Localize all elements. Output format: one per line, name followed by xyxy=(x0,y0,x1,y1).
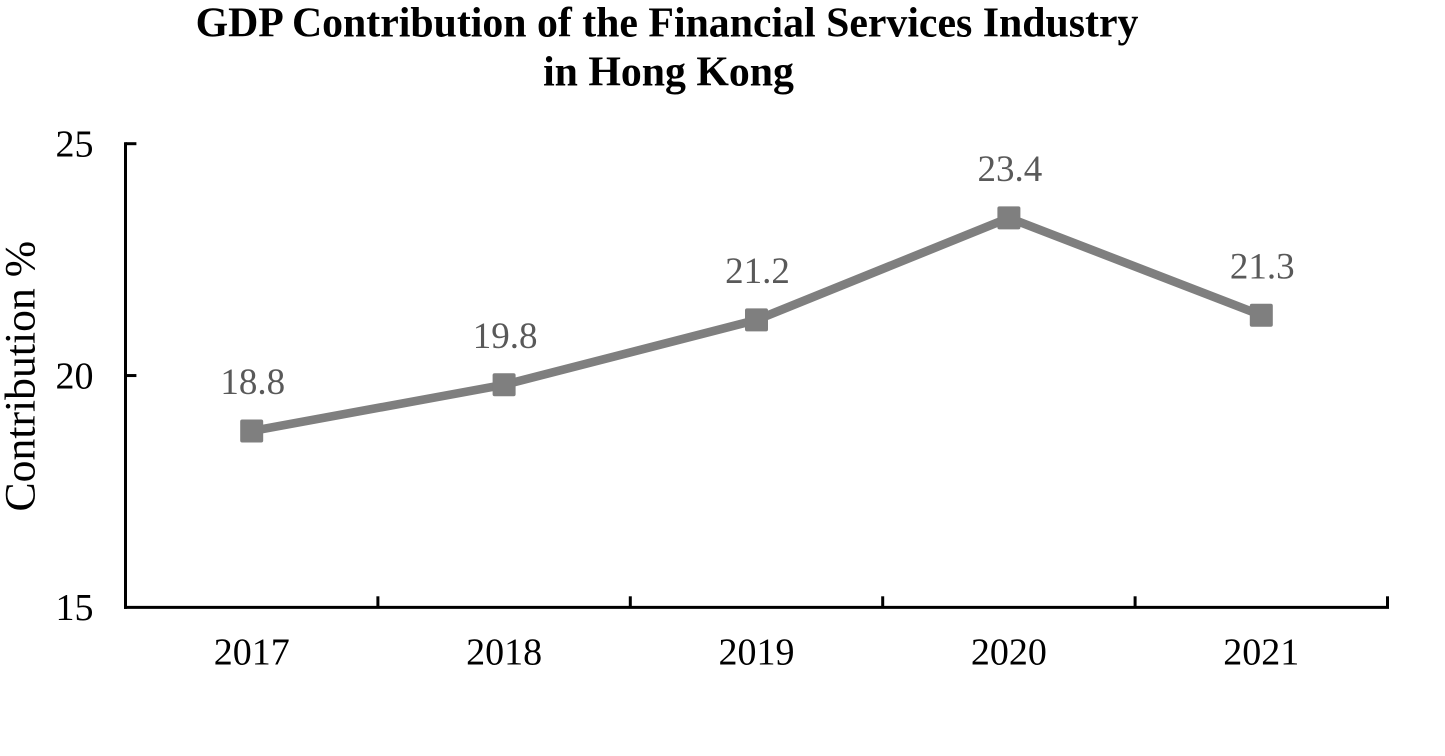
svg-text:2017: 2017 xyxy=(214,631,290,673)
svg-text:15: 15 xyxy=(56,587,94,629)
svg-text:in Hong Kong: in Hong Kong xyxy=(543,50,794,96)
svg-text:23.4: 23.4 xyxy=(978,149,1043,190)
svg-text:2019: 2019 xyxy=(719,631,795,673)
svg-text:2018: 2018 xyxy=(466,631,542,673)
svg-text:Contribution %: Contribution % xyxy=(0,241,45,512)
svg-text:25: 25 xyxy=(56,123,94,165)
svg-text:2021: 2021 xyxy=(1223,631,1299,673)
svg-text:2020: 2020 xyxy=(971,631,1047,673)
svg-text:GDP Contribution of the Financ: GDP Contribution of the Financial Servic… xyxy=(196,1,1139,47)
svg-text:21.2: 21.2 xyxy=(725,251,790,292)
svg-text:21.3: 21.3 xyxy=(1230,246,1295,287)
svg-text:19.8: 19.8 xyxy=(473,316,538,357)
svg-text:20: 20 xyxy=(56,356,94,398)
svg-text:18.8: 18.8 xyxy=(220,362,285,403)
